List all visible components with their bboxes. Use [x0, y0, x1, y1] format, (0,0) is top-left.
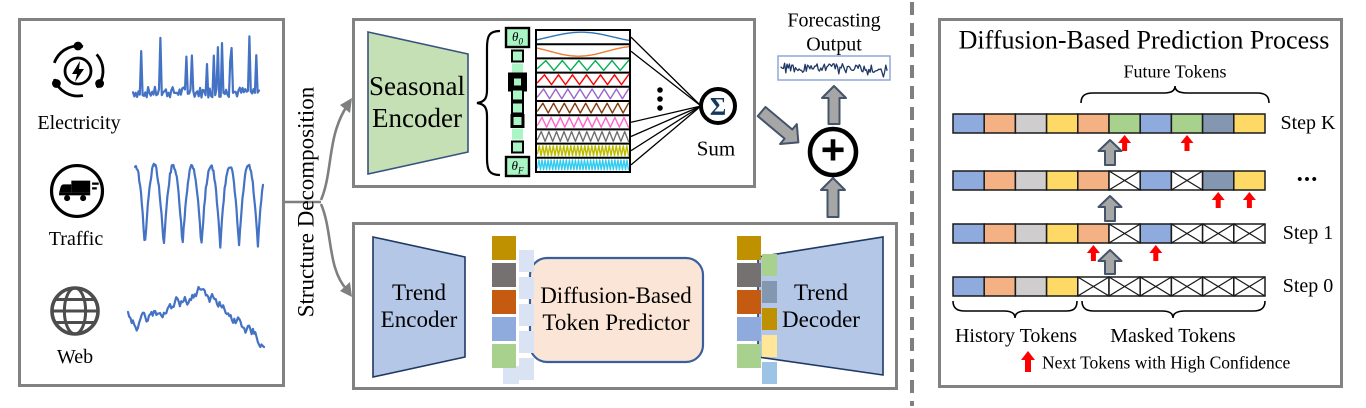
forecast-output-series — [780, 62, 888, 78]
arrow-seasonal-to-plus — [756, 105, 800, 146]
arrow-trend-to-plus — [820, 177, 846, 218]
web-icon — [50, 286, 100, 336]
trend-branch-box — [352, 222, 898, 390]
split-arrowhead-top — [340, 98, 352, 113]
electricity-icon — [51, 41, 105, 98]
structure-decomposition-label: Structure Decomposition — [293, 86, 319, 318]
traffic-icon — [49, 163, 105, 219]
prediction-process-panel — [938, 18, 1343, 388]
seasonal-branch-box — [352, 18, 756, 188]
split-arrowhead-bottom — [340, 282, 352, 297]
plus-node — [807, 126, 859, 178]
forecast-output-box — [777, 55, 891, 81]
arrow-to-output — [821, 85, 847, 125]
forecasting-output-label: Forecasting Output — [787, 9, 881, 55]
plus-symbol: + — [820, 126, 846, 174]
